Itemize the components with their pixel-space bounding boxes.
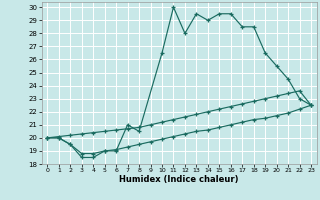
X-axis label: Humidex (Indice chaleur): Humidex (Indice chaleur) (119, 175, 239, 184)
